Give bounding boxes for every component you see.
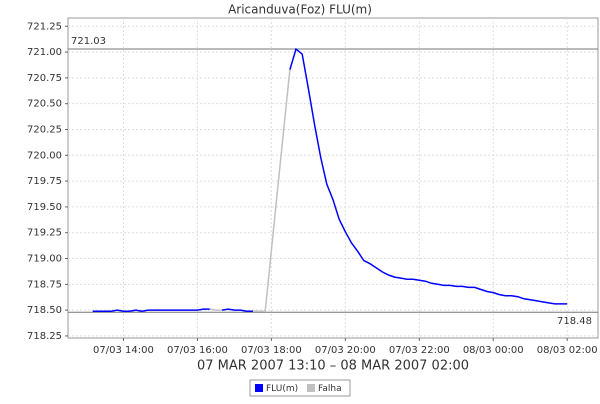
x-axis-label: 07 MAR 2007 13:10 – 08 MAR 2007 02:00 [197, 359, 469, 374]
y-tick-label: 719.75 [27, 176, 62, 187]
series-line [92, 47, 568, 312]
y-tick-label: 720.25 [27, 124, 62, 135]
reference-label: 718.48 [557, 316, 592, 327]
series-line [209, 69, 291, 312]
x-tick-label: 08/03 02:00 [537, 345, 598, 356]
y-tick-label: 719.00 [27, 254, 62, 265]
legend-label: FLU(m) [266, 384, 298, 394]
x-tick-label: 07/03 18:00 [241, 345, 302, 356]
x-tick-label: 07/03 22:00 [389, 345, 450, 356]
y-tick-label: 721.25 [27, 21, 62, 32]
x-tick-label: 07/03 16:00 [167, 345, 228, 356]
x-tick-label: 07/03 14:00 [93, 345, 154, 356]
chart-title: Aricanduva(Foz) FLU(m) [228, 3, 372, 17]
plot-area [67, 17, 599, 339]
y-tick-label: 719.25 [27, 228, 62, 239]
y-tick-label: 719.50 [27, 202, 62, 213]
y-tick-label: 718.25 [27, 331, 62, 342]
y-tick-label: 720.75 [27, 73, 62, 84]
y-tick-label: 721.00 [27, 47, 62, 58]
y-tick-label: 718.75 [27, 279, 62, 290]
legend-swatch [255, 384, 263, 392]
legend-box [249, 379, 351, 397]
legend-label: Falha [318, 384, 342, 394]
y-tick-label: 720.50 [27, 99, 62, 110]
reference-label: 721.03 [71, 36, 106, 47]
x-tick-label: 07/03 20:00 [315, 345, 376, 356]
y-tick-label: 720.00 [27, 150, 62, 161]
y-tick-label: 718.50 [27, 305, 62, 316]
x-tick-label: 08/03 00:00 [463, 345, 524, 356]
legend-swatch [307, 384, 315, 392]
